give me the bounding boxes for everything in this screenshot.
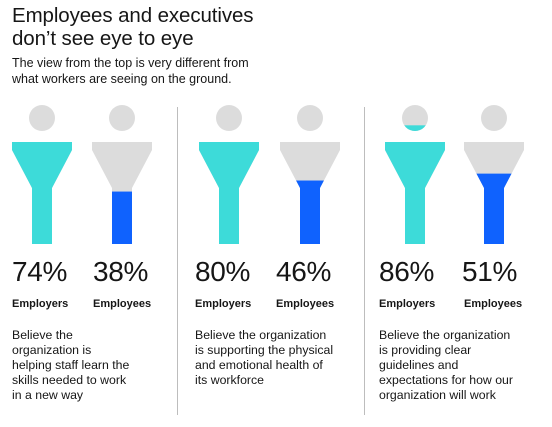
chart-title: Employees and executives don’t see eye t…	[12, 4, 254, 50]
panel-1-employees-figure-icon-head	[109, 105, 135, 131]
subtitle-line: what workers are seeing on the ground.	[12, 72, 232, 86]
panel-1-employees-figure-icon	[92, 105, 152, 244]
description-line: is supporting the physical	[195, 343, 334, 357]
description-line: in a new way	[12, 388, 84, 402]
panel-2-employees-figure-icon	[280, 105, 340, 244]
panel-1-employees-value: 38%	[93, 256, 149, 287]
panel-2-employers-figure-icon-fill	[199, 133, 259, 244]
panel-1-description: Believe the organization is helping staf…	[12, 328, 129, 403]
panel-2-employees-value: 46%	[276, 256, 332, 287]
panel-3-employers-value: 86%	[379, 256, 435, 287]
panel-3-employers-figure-icon-fill	[385, 125, 445, 244]
description-line: organization is	[12, 343, 92, 357]
panel-3-description: Believe the organization is providing cl…	[379, 328, 513, 403]
subtitle-line: The view from the top is very different …	[12, 56, 249, 70]
panel-2-employees-figure-icon-head	[297, 105, 323, 131]
description-line: skills needed to work	[12, 373, 127, 387]
panel-1-employees-figure-icon-fill	[92, 191, 152, 244]
panel-2-description: Believe the organization is supporting t…	[195, 328, 333, 388]
panel-3-employees-figure-icon-head	[481, 105, 507, 131]
description-line: its workforce	[195, 373, 265, 387]
panel-3-employers-label: Employers	[379, 298, 436, 310]
description-line: Believe the organization	[379, 328, 511, 342]
panel-2-employers-figure-icon-head	[216, 105, 242, 131]
panel-2-employers-figure-icon	[199, 105, 259, 244]
description-line: and emotional health of	[195, 358, 323, 372]
description-line: Believe the organization	[195, 328, 327, 342]
description-line: guidelines and	[379, 358, 459, 372]
panel-3-employees-figure-icon	[464, 105, 524, 244]
panel-1-employers-figure-icon-fill	[12, 141, 72, 244]
description-line: helping staff learn the	[12, 358, 130, 372]
panel-1-employees-label: Employees	[93, 298, 152, 310]
title-line: don’t see eye to eye	[12, 27, 194, 50]
panel-1-employers-label: Employers	[12, 298, 69, 310]
description-line: is providing clear	[379, 343, 472, 357]
panel-3-employees-figure-icon-fill	[464, 173, 524, 244]
title-line: Employees and executives	[12, 4, 254, 27]
panel-3-employers-figure-icon-head	[402, 105, 428, 131]
chart-subtitle: The view from the top is very different …	[12, 55, 249, 87]
panel-3-employees-value: 51%	[462, 256, 518, 287]
panel-2-employers-value: 80%	[195, 256, 251, 287]
panel-1-employers-figure-icon-head	[29, 105, 55, 131]
panel-2-employees-figure-icon-fill	[280, 180, 340, 244]
panel-divider	[177, 107, 178, 415]
panel-2-employees-label: Employees	[276, 298, 335, 310]
panel-divider	[364, 107, 365, 415]
description-line: Believe the	[12, 328, 73, 342]
panel-1-employers-value: 74%	[12, 256, 68, 287]
panel-1-employers-figure-icon	[12, 105, 72, 244]
description-line: expectations for how our	[379, 373, 513, 387]
panel-3-employers-figure-icon	[385, 105, 445, 244]
panel-2-employers-label: Employers	[195, 298, 252, 310]
description-line: organization will work	[379, 388, 496, 402]
panel-3-employees-label: Employees	[464, 298, 523, 310]
